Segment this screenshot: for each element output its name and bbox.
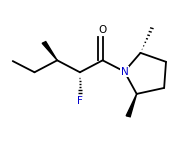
Text: F: F [77,96,83,106]
Polygon shape [126,94,137,117]
Text: N: N [121,67,128,76]
Polygon shape [42,42,57,60]
Text: O: O [98,25,107,35]
